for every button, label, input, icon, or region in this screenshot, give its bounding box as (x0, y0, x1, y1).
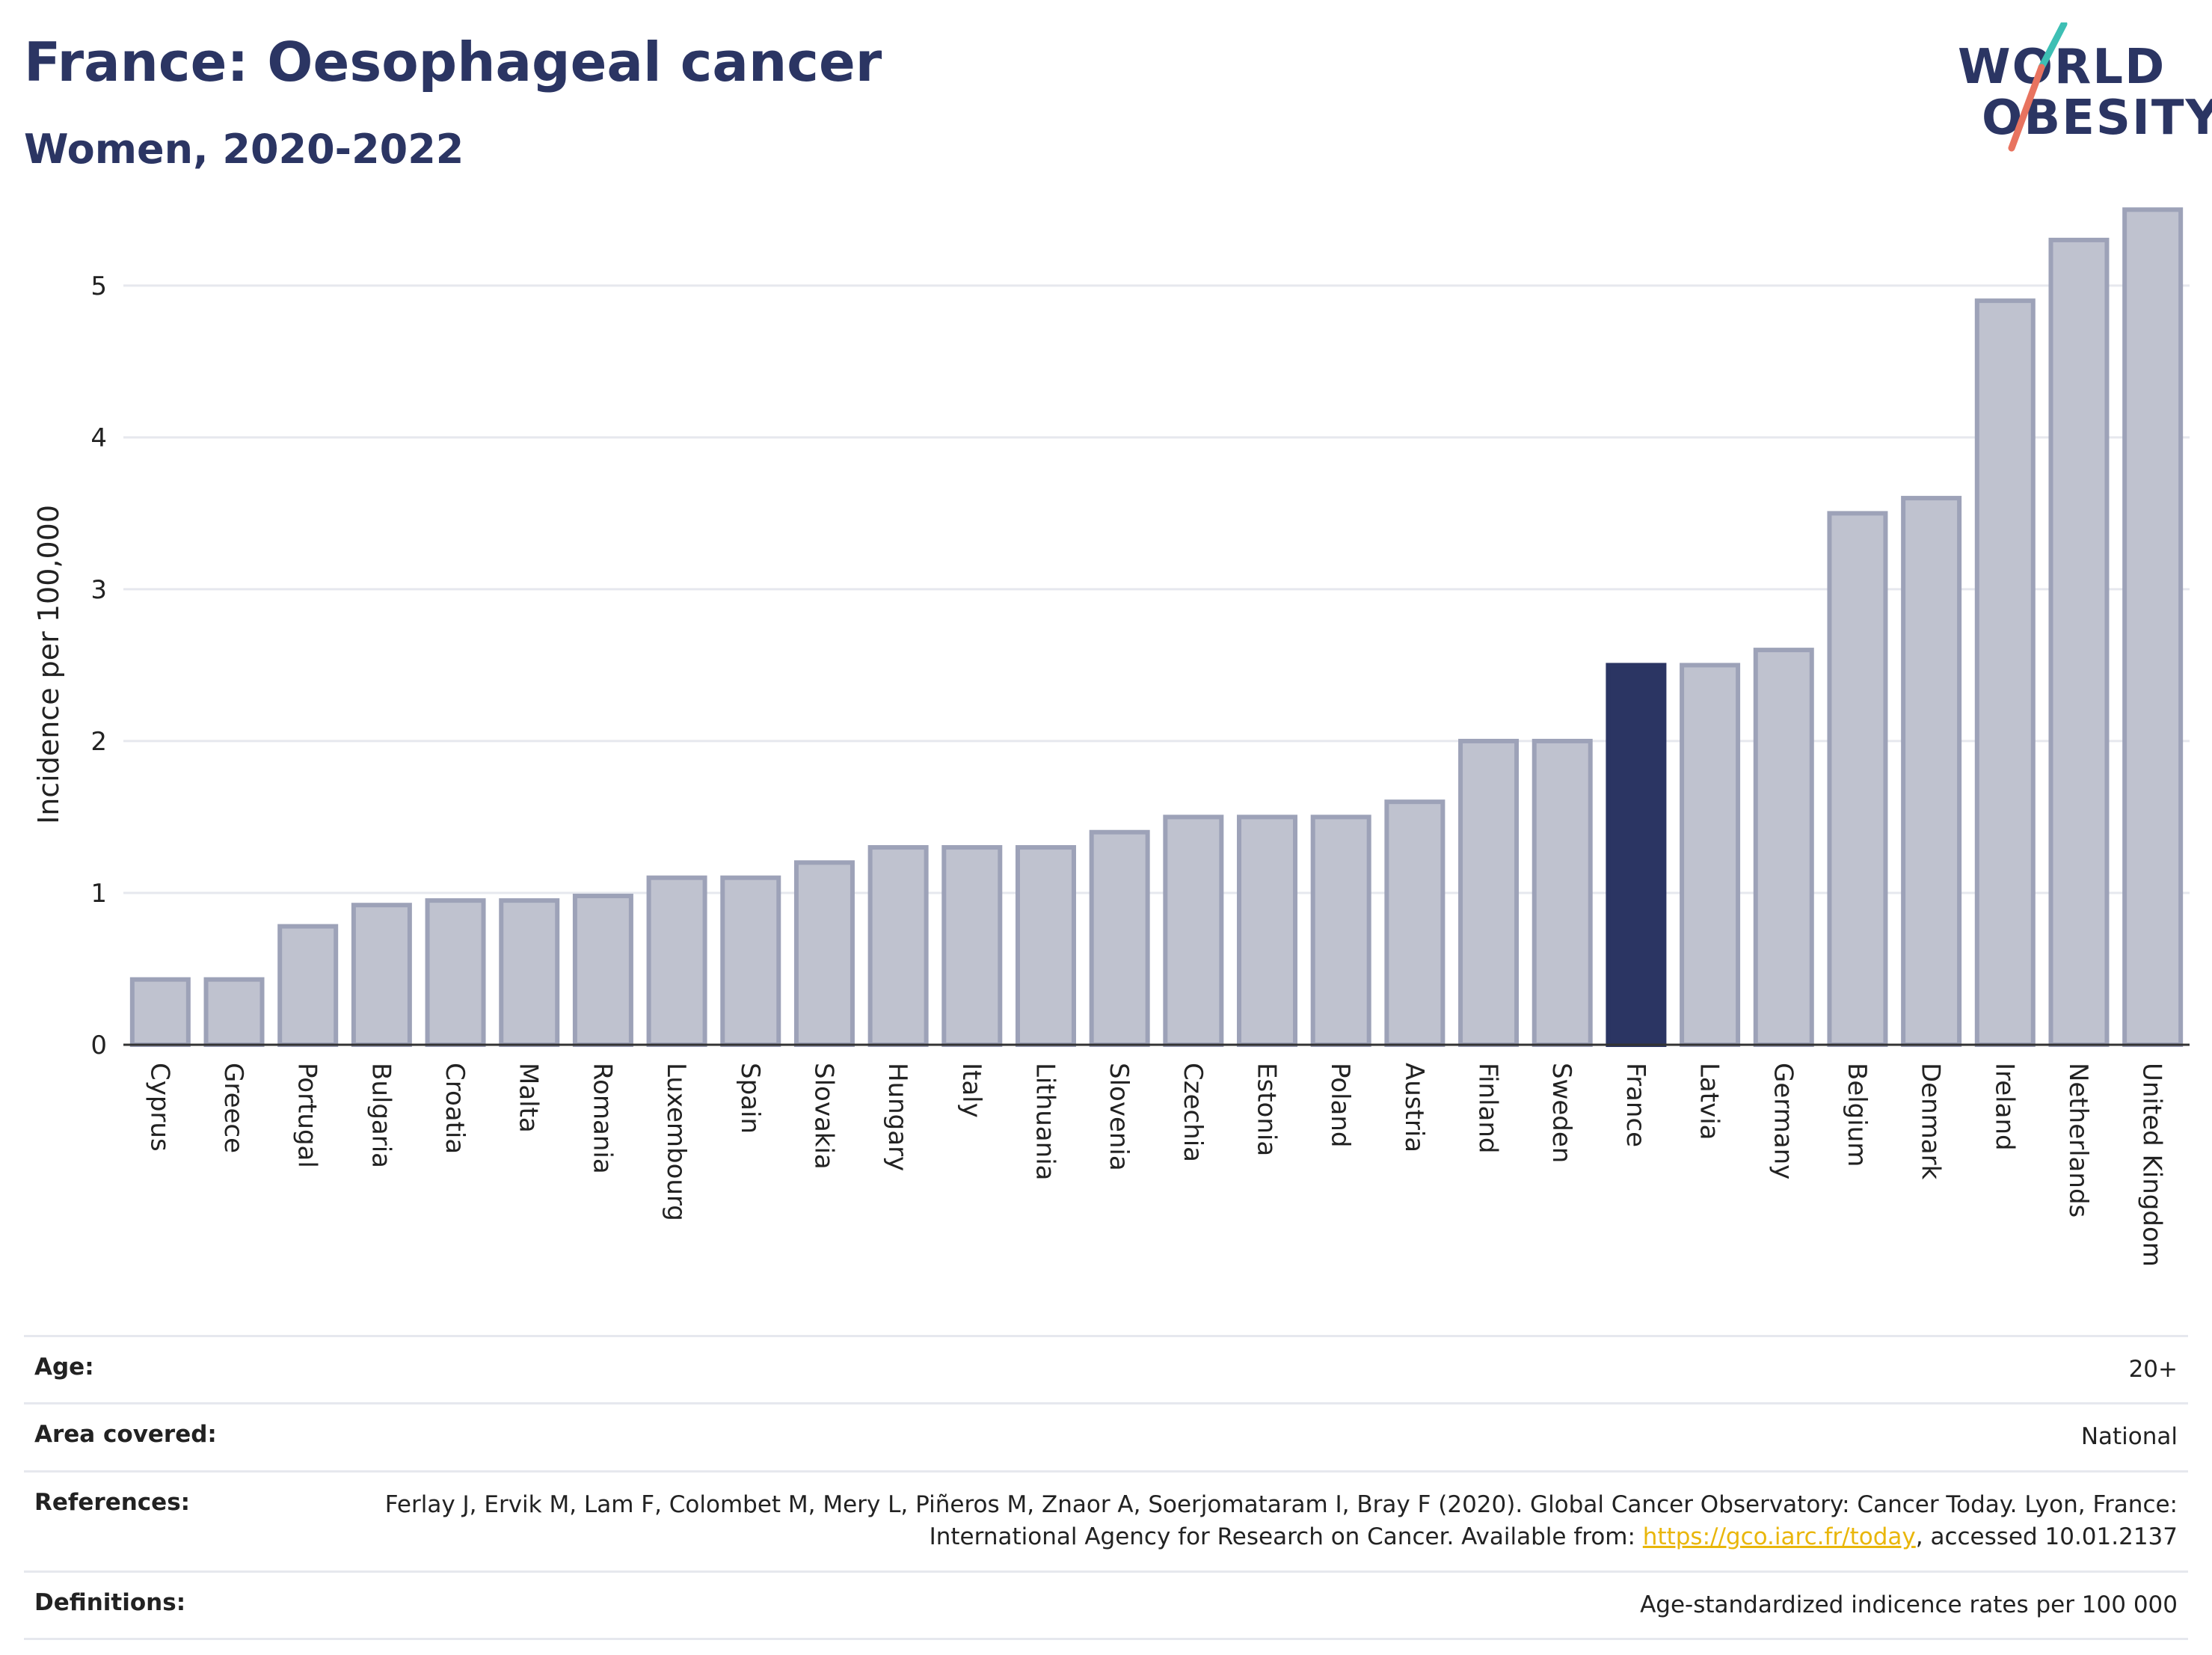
meta-row-references: References: Ferlay J, Ervik M, Lam F, Co… (24, 1470, 2188, 1570)
definitions-label: Definitions: (34, 1588, 186, 1616)
bar-belgium[interactable] (1827, 511, 1888, 1047)
metadata-table: Age: 20+ Area covered: National Referenc… (24, 1335, 2188, 1640)
bar-croatia[interactable] (425, 898, 486, 1048)
bar-finland[interactable] (1458, 738, 1520, 1048)
axes: 0 1 2 3 4 5 Cyprus Greece Portugal Bulgaria Croati… (90, 271, 2190, 1267)
chart-subtitle: Women, 2020-2022 (24, 126, 464, 173)
y-tick-label: 4 (90, 423, 107, 453)
bar-austria[interactable] (1384, 799, 1446, 1048)
x-tick-label: France (1620, 1063, 1650, 1147)
x-tick-label: Greece (218, 1063, 248, 1153)
bar-portugal[interactable] (277, 924, 339, 1047)
bar-estonia[interactable] (1237, 814, 1298, 1047)
x-tick-label: Slovakia (808, 1063, 838, 1170)
meta-row-age: Age: 20+ (24, 1335, 2188, 1402)
x-tick-label: Romania (587, 1063, 617, 1174)
x-tick-label: Lithuania (1030, 1063, 1060, 1180)
bar-bulgaria[interactable] (351, 903, 412, 1048)
references-value: Ferlay J, Ervik M, Lam F, Colombet M, Me… (345, 1489, 2178, 1554)
meta-row-area: Area covered: National (24, 1402, 2188, 1470)
bar-romania[interactable] (572, 894, 633, 1048)
x-tick-label: Czechia (1178, 1063, 1208, 1162)
references-text: Ferlay J, Ervik M, Lam F, Colombet M, Me… (384, 1490, 2178, 1551)
bar-spain[interactable] (720, 875, 781, 1047)
x-tick-label: Italy (956, 1063, 986, 1118)
x-tick-label: Portugal (292, 1063, 322, 1168)
x-tick-label: Spain (735, 1063, 765, 1134)
x-tick-label: Malta (514, 1063, 544, 1133)
x-tick-label: Germany (1768, 1063, 1798, 1179)
bar-united-kingdom[interactable] (2122, 207, 2184, 1047)
x-tick-label: Luxembourg (661, 1063, 691, 1221)
y-tick-label: 1 (90, 879, 107, 909)
bar-slovenia[interactable] (1089, 829, 1150, 1047)
x-tick-label: Denmark (1916, 1063, 1946, 1180)
x-tick-label: Poland (1325, 1063, 1355, 1148)
x-tick-label: United Kingdom (2137, 1063, 2167, 1267)
age-label: Age: (34, 1354, 94, 1381)
x-tick-label: Croatia (440, 1063, 470, 1154)
bar-slovakia[interactable] (793, 860, 855, 1047)
bar-luxembourg[interactable] (646, 875, 707, 1047)
meta-row-definitions: Definitions: Age-standardized indicence … (24, 1570, 2188, 1640)
y-tick-label: 2 (90, 727, 107, 757)
x-tick-label: Latvia (1695, 1063, 1724, 1140)
bar-lithuania[interactable] (1015, 845, 1076, 1048)
area-label: Area covered: (34, 1421, 217, 1449)
bar-chart: 0 1 2 3 4 5 Cyprus Greece Portugal Bulgaria Croati… (32, 207, 2190, 1267)
y-tick-label: 3 (90, 575, 107, 605)
y-tick-label: 5 (90, 271, 107, 301)
x-tick-label: Netherlands (2063, 1063, 2093, 1218)
bar-germany[interactable] (1753, 648, 1814, 1047)
y-axis-title: Incidence per 100,000 (32, 505, 65, 824)
bars (129, 207, 2184, 1048)
bar-malta[interactable] (499, 898, 560, 1048)
references-accessed: , accessed 10.01.2137 (1915, 1523, 2178, 1551)
x-tick-label: Austria (1399, 1063, 1429, 1152)
logo-line-1: WORLD (1958, 40, 2166, 95)
bar-greece[interactable] (203, 977, 265, 1048)
bar-netherlands[interactable] (2048, 237, 2110, 1047)
bar-czechia[interactable] (1163, 814, 1224, 1047)
x-tick-label: Ireland (1989, 1063, 2019, 1151)
logo-slash-icon (2008, 22, 2068, 152)
bar-poland[interactable] (1310, 814, 1371, 1047)
x-tick-label: Cyprus (144, 1063, 174, 1152)
references-label: References: (34, 1488, 191, 1516)
bar-hungary[interactable] (867, 845, 929, 1048)
x-tick-label: Estonia (1252, 1063, 1282, 1156)
x-tick-label: Sweden (1546, 1063, 1576, 1163)
bar-denmark[interactable] (1901, 496, 1962, 1048)
age-value: 20+ (2128, 1356, 2178, 1383)
definitions-value: Age-standardized indicence rates per 100… (1640, 1591, 2178, 1618)
bar-sweden[interactable] (1531, 738, 1593, 1048)
world-obesity-logo: WORLD OBESITY (1952, 22, 2212, 157)
x-tick-label: Hungary (882, 1063, 912, 1171)
area-value: National (2080, 1423, 2178, 1451)
x-tick-label: Slovenia (1104, 1063, 1134, 1171)
bar-cyprus[interactable] (129, 977, 191, 1048)
bar-italy[interactable] (941, 845, 1003, 1048)
y-tick-label: 0 (90, 1031, 107, 1060)
chart-title: France: Oesophageal cancer (24, 31, 882, 93)
x-tick-label: Bulgaria (366, 1063, 396, 1168)
x-tick-label: Belgium (1842, 1063, 1872, 1167)
bar-ireland[interactable] (1974, 298, 2036, 1047)
gco-link[interactable]: https://gco.iarc.fr/today (1642, 1523, 1916, 1551)
x-tick-label: Finland (1473, 1063, 1503, 1154)
bar-france[interactable] (1606, 663, 1667, 1047)
bar-latvia[interactable] (1680, 663, 1741, 1047)
